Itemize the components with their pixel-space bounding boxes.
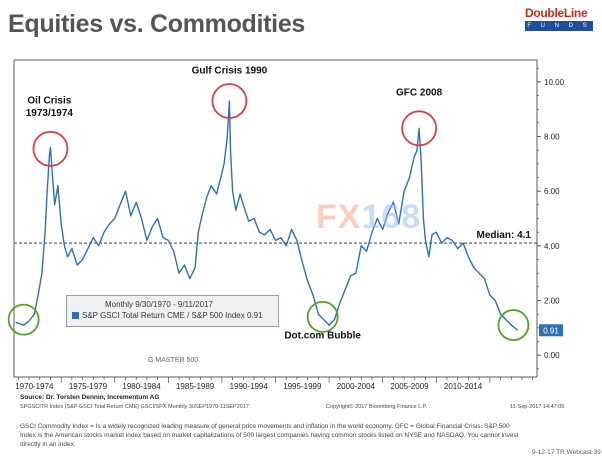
x-tick-label: 1990-1994 — [230, 382, 269, 391]
source-note: Source: Dr. Torsten Dennin, Incrementum … — [20, 394, 160, 401]
annotation-label: 1973/1974 — [26, 108, 74, 119]
x-tick-label: 1985-1989 — [176, 382, 215, 391]
page-number: 39 — [593, 449, 601, 456]
gfc-circle — [401, 110, 438, 147]
legend-date-range: Monthly 9/30/1970 - 9/11/2017 — [105, 300, 213, 309]
timestamp: 11-Sep-2017 14:47:05 — [510, 404, 565, 410]
page-title: Equities vs. Commodities — [8, 10, 306, 38]
chart-axes: 0.00 2.00 4.00 6.00 8.00 10.00 1970-1974 1975-1… — [13, 59, 565, 391]
annotation-label: Oil Crisis — [27, 96, 71, 107]
start-low-circle — [7, 303, 40, 336]
y-tick-label: 6.00 — [544, 187, 560, 196]
median-label: Median: 4.1 — [477, 230, 532, 241]
webcast-footer: 9-12-17 TR Webcast 39 — [532, 449, 601, 456]
series-line — [15, 100, 519, 331]
annotation-label: Gulf Crisis 1990 — [192, 66, 268, 77]
y-tick-label: 0.00 — [544, 351, 560, 360]
last-value-label: 0.91 — [543, 326, 559, 335]
gmaster-label: G MASTER 500 — [148, 357, 199, 364]
median-line-group: Median: 4.1 — [14, 230, 537, 244]
logo-brand: DoubleLine — [525, 6, 588, 20]
doubleline-logo: DoubleLine F U N D S — [525, 6, 593, 34]
plot-frame — [13, 59, 538, 378]
x-tick-label: 2010-2014 — [444, 382, 483, 391]
chart-legend: Monthly 9/30/1970 - 9/11/2017 S&P GSCI T… — [66, 295, 279, 327]
current-low-circle — [497, 309, 530, 341]
annotation-label: Dot.com Bubble — [284, 331, 361, 342]
dotcom-low-circle — [306, 300, 339, 333]
circles-group — [7, 83, 530, 341]
gulf-crisis-circle — [211, 83, 248, 119]
annotation-label: GFC 2008 — [396, 88, 443, 99]
series-group: 0.91 — [15, 100, 563, 337]
logo-funds: F U N D S — [525, 21, 593, 31]
y-tick-label: 8.00 — [544, 133, 560, 142]
fx168-watermark: FX168 — [316, 198, 421, 237]
legend-series-label: S&P GSCI Total Return CME / S&P 500 Inde… — [82, 311, 263, 320]
y-tick-label: 2.00 — [544, 296, 560, 305]
watermark-168: 168 — [361, 198, 422, 236]
oil-crisis-circle — [32, 130, 69, 167]
legend-swatch — [72, 312, 79, 319]
footnote: GSCI Commodity Index = Is a widely recog… — [20, 423, 519, 448]
ticker-line: SPGSCITR Index (S&P GSCI Total Return CM… — [20, 404, 249, 410]
watermark-fx: FX — [316, 198, 362, 236]
copyright-note: Copyright© 2017 Bloomberg Finance L.P. — [326, 404, 428, 410]
y-tick-label: 4.00 — [544, 242, 560, 251]
x-tick-label: 1995-1999 — [283, 382, 322, 391]
x-tick-label: 1980-1984 — [122, 382, 161, 391]
legend-series-entry: S&P GSCI Total Return CME / S&P 500 Inde… — [72, 311, 263, 320]
x-tick-label: 1970-1974 — [15, 382, 54, 391]
y-tick-label: 10.00 — [544, 78, 565, 87]
x-tick-label: 2005-2009 — [390, 382, 429, 391]
x-tick-label: 1975-1979 — [69, 382, 108, 391]
x-tick-label: 2000-2004 — [337, 382, 376, 391]
webcast-label: 9-12-17 TR Webcast — [532, 449, 592, 456]
last-value-box — [539, 324, 563, 337]
